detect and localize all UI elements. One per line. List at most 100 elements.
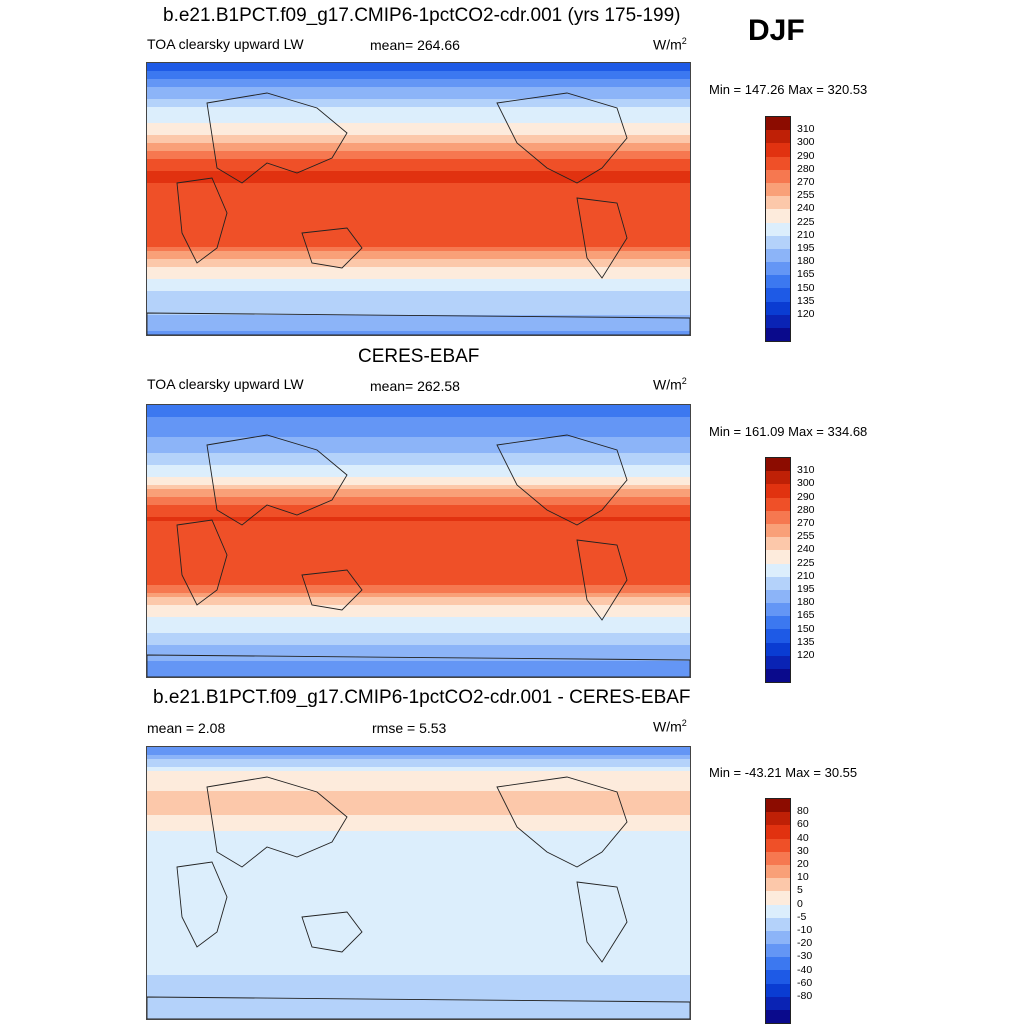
- zonal-band: [147, 283, 690, 288]
- zonal-band: [147, 581, 690, 586]
- colorbar-swatch: [766, 235, 790, 249]
- zonal-band: [147, 131, 690, 136]
- colorbar-swatch: [766, 196, 790, 210]
- colorbar-tick-label: 210: [797, 569, 815, 582]
- zonal-band: [147, 1003, 690, 1008]
- colorbar-swatch: [766, 169, 790, 183]
- zonal-band: [147, 215, 690, 220]
- zonal-band: [147, 827, 690, 832]
- coastline: [576, 539, 628, 621]
- panel3-rmse-label: rmse = 5.53: [372, 720, 447, 736]
- colorbar-swatch: [766, 537, 790, 551]
- zonal-band: [147, 859, 690, 864]
- colorbar-swatch: [766, 209, 790, 223]
- zonal-band: [147, 657, 690, 662]
- zonal-band: [147, 195, 690, 200]
- panel3-map: [146, 746, 691, 1020]
- panel1-colorbar: [765, 116, 791, 343]
- zonal-band: [147, 767, 690, 772]
- map-field: [147, 63, 690, 335]
- zonal-band: [147, 641, 690, 646]
- colorbar-tick-label: 255: [797, 530, 815, 543]
- colorbar-tick-label: 0: [797, 897, 803, 910]
- zonal-band: [147, 637, 690, 642]
- zonal-band: [147, 331, 690, 335]
- colorbar-swatch: [766, 314, 790, 328]
- colorbar-tick-label: 210: [797, 228, 815, 241]
- colorbar-swatch: [766, 275, 790, 289]
- zonal-band: [147, 63, 690, 68]
- colorbar-swatch: [766, 589, 790, 604]
- coastline: [576, 881, 628, 963]
- colorbar-swatch: [766, 904, 790, 918]
- zonal-band: [147, 799, 690, 804]
- zonal-band: [147, 235, 690, 240]
- zonal-band: [147, 275, 690, 280]
- zonal-band: [147, 995, 690, 1000]
- zonal-band: [147, 509, 690, 514]
- zonal-band: [147, 629, 690, 634]
- zonal-band: [147, 835, 690, 840]
- zonal-band: [147, 597, 690, 602]
- zonal-band: [147, 247, 690, 252]
- zonal-band: [147, 875, 690, 880]
- coastline: [206, 776, 348, 868]
- zonal-band: [147, 915, 690, 920]
- colorbar-swatch: [766, 616, 790, 630]
- zonal-band: [147, 87, 690, 92]
- colorbar-tick-label: 10: [797, 871, 809, 884]
- zonal-band: [147, 191, 690, 196]
- zonal-band: [147, 991, 690, 996]
- colorbar-swatch: [766, 262, 790, 276]
- zonal-band: [147, 155, 690, 160]
- zonal-band: [147, 143, 690, 148]
- colorbar-tick-label: 150: [797, 281, 815, 294]
- panel2-colorbar-labels: 310 300 290 280 270 255 240 225 210 195 180 165 150 1…: [797, 457, 837, 669]
- zonal-band: [147, 307, 690, 312]
- zonal-band: [147, 417, 690, 422]
- colorbar-tick-label: 290: [797, 149, 815, 162]
- zonal-band: [147, 159, 690, 164]
- colorbar-swatch: [766, 301, 790, 315]
- colorbar-swatch: [766, 458, 790, 472]
- zonal-band: [147, 437, 690, 442]
- colorbar-swatch: [766, 222, 790, 236]
- zonal-band: [147, 907, 690, 912]
- colorbar-tick-label: 240: [797, 543, 815, 556]
- colorbar-swatch: [766, 156, 790, 170]
- colorbar-tick-label: 240: [797, 202, 815, 215]
- colorbar-swatch: [766, 550, 790, 564]
- zonal-band: [147, 505, 690, 510]
- colorbar-tick-label: 310: [797, 123, 815, 136]
- zonal-band: [147, 943, 690, 948]
- zonal-band: [147, 79, 690, 84]
- panel1-title: b.e21.B1PCT.f09_g17.CMIP6-1pctCO2-cdr.00…: [163, 5, 681, 26]
- zonal-band: [147, 621, 690, 626]
- colorbar-tick-label: 120: [797, 649, 815, 661]
- zonal-band: [147, 279, 690, 284]
- coastline: [576, 197, 628, 279]
- zonal-band: [147, 529, 690, 534]
- map-field: [147, 405, 690, 677]
- zonal-band: [147, 979, 690, 984]
- zonal-band: [147, 489, 690, 494]
- zonal-band: [147, 163, 690, 168]
- zonal-band: [147, 775, 690, 780]
- panel2-mean-label: mean= 262.58: [370, 378, 460, 394]
- zonal-band: [147, 669, 690, 674]
- zonal-band: [147, 445, 690, 450]
- colorbar-swatch: [766, 930, 790, 945]
- zonal-band: [147, 207, 690, 212]
- zonal-band: [147, 999, 690, 1004]
- zonal-band: [147, 311, 690, 316]
- colorbar-tick-label: 300: [797, 477, 815, 490]
- colorbar-tick-label: -5: [797, 910, 807, 923]
- zonal-band: [147, 327, 690, 332]
- colorbar-swatch: [766, 497, 790, 511]
- colorbar-tick-label: -20: [797, 937, 813, 950]
- zonal-band: [147, 453, 690, 458]
- zonal-band: [147, 831, 690, 836]
- panel3-mean-label: mean = 2.08: [147, 720, 226, 736]
- zonal-band: [147, 287, 690, 292]
- zonal-band: [147, 625, 690, 630]
